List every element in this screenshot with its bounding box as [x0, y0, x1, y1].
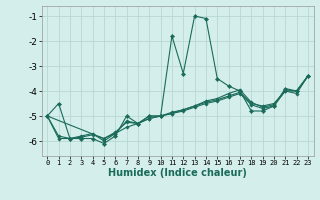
X-axis label: Humidex (Indice chaleur): Humidex (Indice chaleur)	[108, 168, 247, 178]
